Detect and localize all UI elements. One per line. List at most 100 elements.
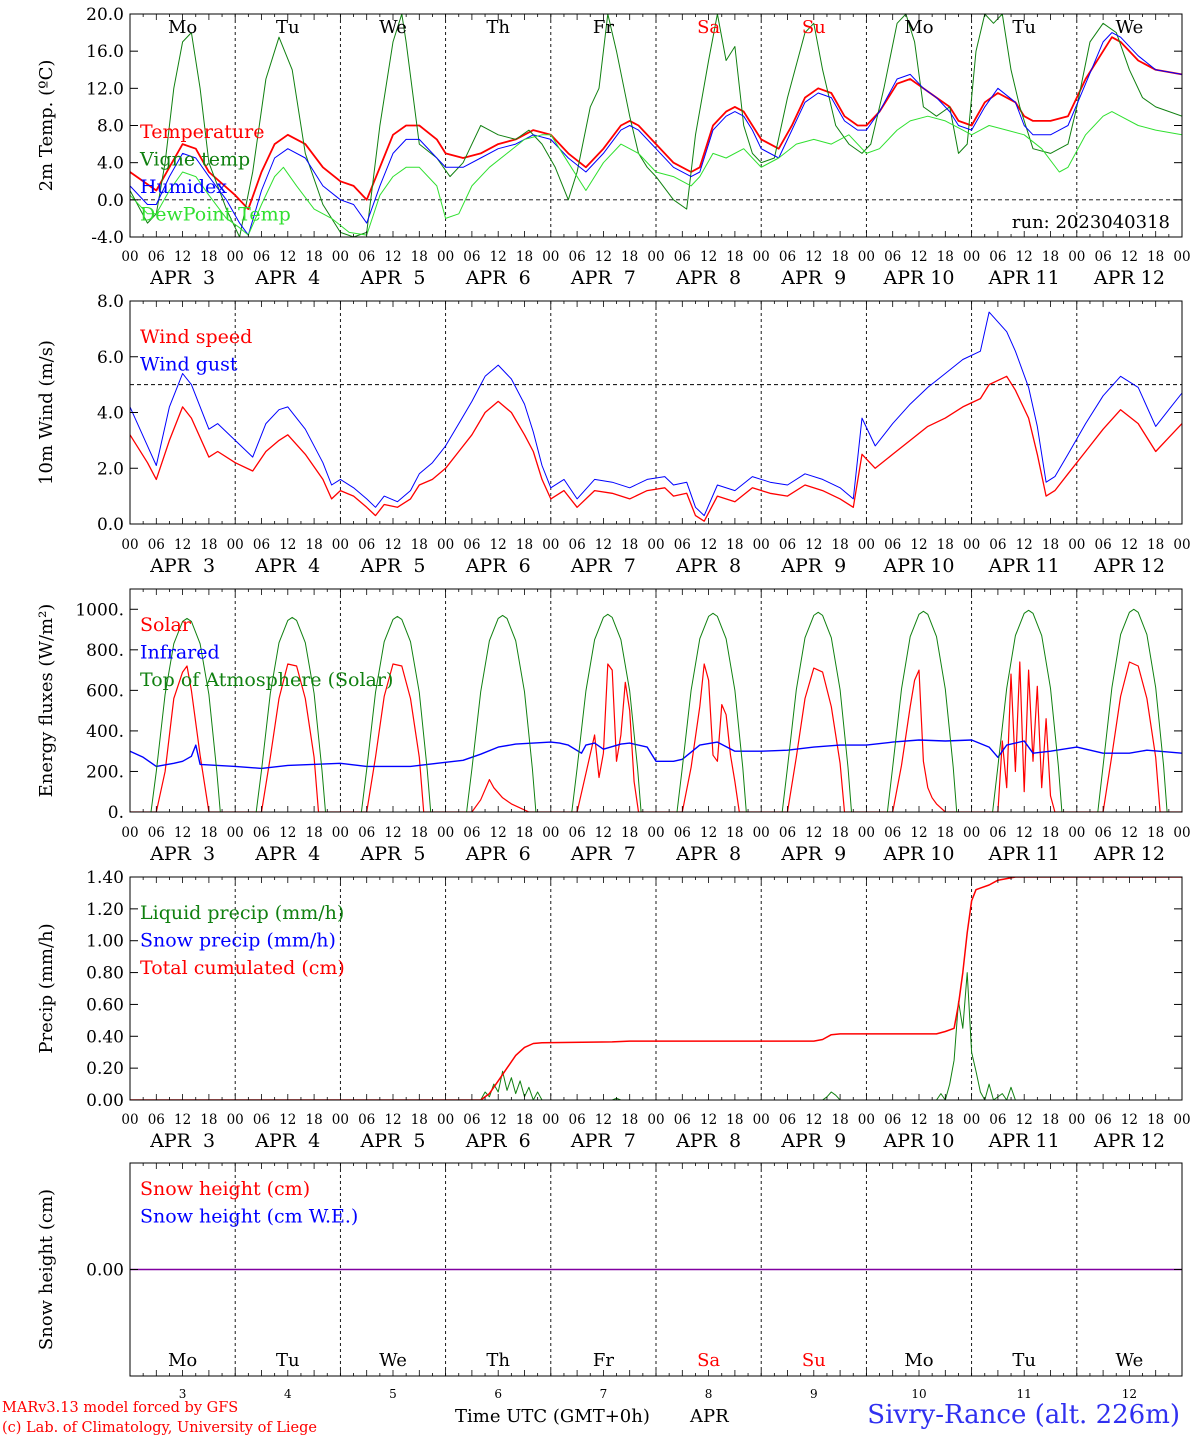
- hour-tick-label: 12: [595, 537, 612, 553]
- date-label: APR 12: [1093, 843, 1165, 865]
- run-annotation: run: 2023040318: [1012, 212, 1170, 233]
- y-tick-label: 6.0: [97, 348, 124, 368]
- date-label: APR 9: [780, 1130, 846, 1152]
- y-tick-label: 16.0: [86, 42, 124, 62]
- date-label: APR 6: [465, 267, 531, 289]
- hour-tick-label: 12: [279, 249, 296, 265]
- hour-tick-label: 00: [437, 1112, 454, 1128]
- weekday-label: We: [379, 1350, 407, 1371]
- hour-tick-label: 00: [1068, 825, 1085, 841]
- hour-tick-label: 06: [253, 825, 270, 841]
- weekday-label: We: [1116, 17, 1144, 38]
- hour-tick-label: 06: [884, 825, 901, 841]
- lab-credit: (c) Lab. of Climatology, University of L…: [2, 1420, 317, 1436]
- hour-tick-label: 18: [411, 537, 428, 553]
- date-label: APR 11: [988, 555, 1060, 577]
- hour-tick-label: 18: [937, 249, 954, 265]
- date-label: APR 6: [465, 1130, 531, 1152]
- day-number-label: 7: [600, 1387, 608, 1401]
- series-infrared: [130, 739, 1182, 770]
- series-wind-gust: [130, 311, 1182, 517]
- hour-tick-label: 18: [200, 249, 217, 265]
- hour-tick-label: 00: [1173, 537, 1190, 553]
- date-label: APR 11: [988, 843, 1060, 865]
- weekday-label: Th: [486, 17, 510, 38]
- hour-tick-label: 12: [1016, 537, 1033, 553]
- date-label: APR 10: [882, 1130, 954, 1152]
- hour-tick-label: 06: [463, 537, 480, 553]
- hour-tick-label: 06: [989, 1112, 1006, 1128]
- hour-tick-label: 12: [910, 825, 927, 841]
- hour-tick-label: 12: [490, 537, 507, 553]
- hour-tick-label: 18: [1147, 825, 1164, 841]
- hour-tick-label: 06: [358, 1112, 375, 1128]
- hour-tick-label: 18: [937, 537, 954, 553]
- y-tick-label: 20.0: [86, 5, 124, 25]
- hour-tick-label: 00: [227, 537, 244, 553]
- weekday-label: Mo: [168, 1350, 197, 1371]
- hour-tick-label: 00: [753, 537, 770, 553]
- hour-tick-label: 06: [989, 249, 1006, 265]
- hour-tick-label: 18: [726, 825, 743, 841]
- hour-tick-label: 18: [411, 249, 428, 265]
- hour-tick-label: 12: [1016, 1112, 1033, 1128]
- hour-tick-label: 00: [963, 249, 980, 265]
- hour-tick-label: 06: [358, 825, 375, 841]
- date-label: APR 4: [254, 843, 320, 865]
- hour-tick-label: 06: [779, 537, 796, 553]
- hour-tick-label: 12: [700, 825, 717, 841]
- date-label: APR 5: [360, 843, 426, 865]
- hour-tick-label: 00: [121, 1112, 138, 1128]
- weekday-label: Su: [802, 1350, 826, 1371]
- date-label: APR 9: [780, 267, 846, 289]
- hour-tick-label: 00: [227, 1112, 244, 1128]
- hour-tick-label: 00: [858, 537, 875, 553]
- y-axis-title: 10m Wind (m/s): [36, 340, 57, 485]
- hour-tick-label: 18: [306, 1112, 323, 1128]
- y-tick-label: 0.80: [86, 964, 124, 984]
- legend-label: Infrared: [140, 642, 220, 664]
- date-label: APR 5: [360, 267, 426, 289]
- date-label: APR 7: [570, 1130, 636, 1152]
- y-axis-title: Precip (mm/h): [36, 923, 57, 1053]
- hour-tick-label: 00: [332, 825, 349, 841]
- hour-tick-label: 06: [463, 249, 480, 265]
- hour-tick-label: 00: [963, 825, 980, 841]
- y-tick-label: 1.20: [86, 900, 124, 920]
- hour-tick-label: 18: [937, 1112, 954, 1128]
- hour-tick-label: 06: [148, 249, 165, 265]
- day-number-label: 8: [705, 1387, 713, 1401]
- date-label: APR 12: [1093, 267, 1165, 289]
- weekday-label: Tu: [276, 1350, 300, 1371]
- weekday-label: Tu: [1012, 1350, 1036, 1371]
- hour-tick-label: 12: [279, 1112, 296, 1128]
- weekday-label: Th: [486, 1350, 510, 1371]
- hour-tick-label: 00: [858, 1112, 875, 1128]
- hour-tick-label: 06: [569, 1112, 586, 1128]
- hour-tick-label: 18: [1042, 249, 1059, 265]
- hour-tick-label: 06: [674, 537, 691, 553]
- hour-tick-label: 00: [437, 249, 454, 265]
- day-number-label: 6: [494, 1387, 502, 1401]
- hour-tick-label: 06: [148, 537, 165, 553]
- hour-tick-label: 18: [306, 249, 323, 265]
- hour-tick-label: 06: [674, 249, 691, 265]
- date-label: APR 12: [1093, 555, 1165, 577]
- hour-tick-label: 06: [148, 825, 165, 841]
- hour-tick-label: 06: [1095, 1112, 1112, 1128]
- y-tick-label: 2.0: [97, 459, 124, 479]
- date-label: APR 12: [1093, 1130, 1165, 1152]
- hour-tick-label: 12: [279, 825, 296, 841]
- hour-tick-label: 18: [516, 249, 533, 265]
- hour-tick-label: 12: [805, 537, 822, 553]
- legend-label: Snow height (cm): [140, 1178, 310, 1200]
- hour-tick-label: 12: [174, 825, 191, 841]
- hour-tick-label: 12: [384, 825, 401, 841]
- time-axis-month: APR: [690, 1406, 729, 1427]
- date-label: APR 7: [570, 843, 636, 865]
- hour-tick-label: 06: [253, 1112, 270, 1128]
- y-tick-label: 200.: [86, 762, 124, 782]
- hour-tick-label: 00: [1068, 537, 1085, 553]
- hour-tick-label: 12: [1121, 1112, 1138, 1128]
